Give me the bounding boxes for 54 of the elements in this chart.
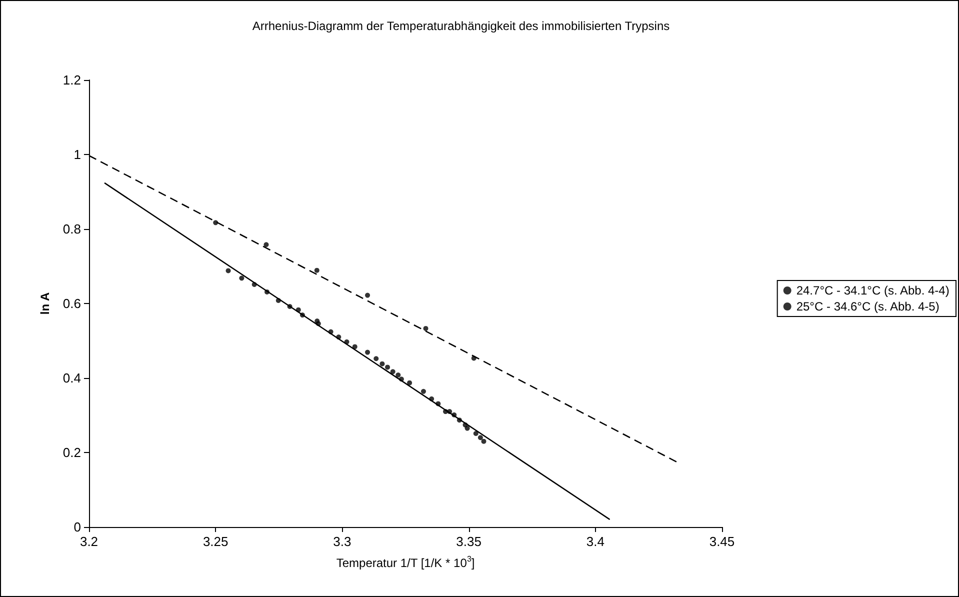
point [352,344,358,350]
x-tick-label: 3.45 [709,534,735,549]
y-tick-label: 0 [74,520,81,534]
y-tick-label: 0.6 [62,296,81,311]
point [390,369,396,374]
point [464,426,470,431]
point [296,307,301,312]
point [314,268,320,273]
y-tick-label: 0.2 [62,445,81,460]
y-tick-label: 0.8 [62,222,81,236]
point [473,431,478,436]
legend-label: 24.7°C - 34.1°C (s. Abb. 4-4) [796,284,950,298]
point [213,220,218,226]
y-tick-label: 1 [74,147,81,162]
point [429,396,434,402]
point [316,321,321,326]
point [380,361,385,366]
point [287,304,292,309]
point [481,438,486,444]
point [365,292,370,298]
point [398,376,404,382]
point [436,401,441,406]
point [336,334,342,340]
x-tick-label: 3.4 [586,534,604,549]
chart-title: Arrhenius-Diagramm der Temperaturabhängigkeit des immobilisierten Trypsins [252,19,670,33]
point [478,435,483,440]
y-tick-label: 1.2 [62,72,81,88]
point [300,312,305,318]
x-tick-label: 3.25 [202,534,228,549]
x-tick-label: 3.35 [456,534,482,549]
point [423,326,428,331]
y-tick-label: 0.4 [62,370,81,386]
x-tick-label: 3.3 [333,534,352,549]
point [420,388,426,394]
point [407,380,412,386]
point [385,364,390,370]
point [452,412,457,418]
point [252,282,257,287]
point [239,276,244,281]
point [344,339,350,344]
point [276,298,281,304]
point [226,268,231,274]
legend-label: 25°C - 34.6°C (s. Abb. 4-5) [796,300,940,314]
point [365,350,370,355]
point [328,329,334,334]
point [264,242,269,248]
point [471,356,476,361]
y-axis-title: ln A [38,292,52,315]
point [264,289,270,294]
x-tick-label: 3.2 [80,534,98,549]
point [456,418,462,423]
point [374,356,379,362]
point [396,372,401,378]
point [447,409,452,414]
